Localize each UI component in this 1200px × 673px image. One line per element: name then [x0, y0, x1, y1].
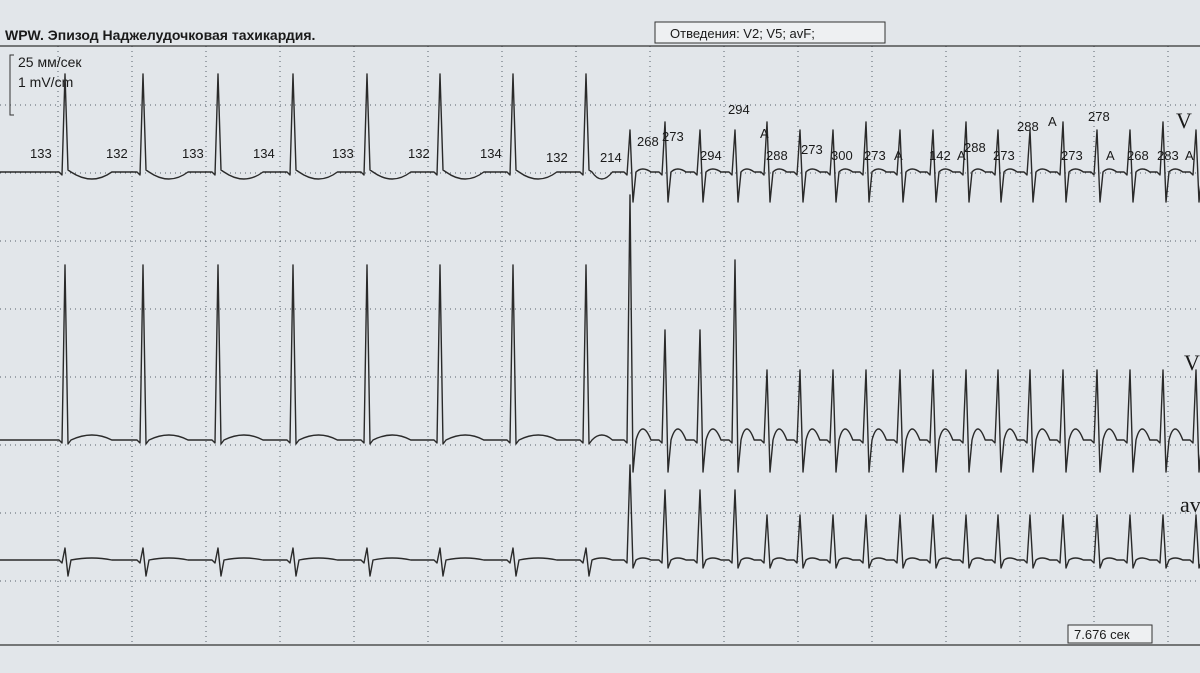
rr-label: 288 [964, 140, 986, 155]
rr-label: 273 [662, 129, 684, 144]
gain: 1 mV/cm [18, 74, 73, 90]
rr-label: 283 [1157, 148, 1179, 163]
rr-label: A [760, 126, 769, 141]
rr-label: 133 [30, 146, 52, 161]
rr-label: A [1048, 114, 1057, 129]
rr-label: 134 [480, 146, 502, 161]
rr-label: 273 [864, 148, 886, 163]
duration: 7.676 сек [1074, 627, 1130, 642]
title: WPW. Эпизод Наджелудочковая тахикардия. [5, 27, 315, 43]
rr-label: 132 [408, 146, 430, 161]
rr-label: 300 [831, 148, 853, 163]
ecg-trace [0, 73, 1200, 203]
grid [0, 46, 1200, 645]
rr-label: A [957, 148, 966, 163]
rr-label: 268 [637, 134, 659, 149]
lead-label: V [1184, 350, 1200, 375]
rr-label: 278 [1088, 109, 1110, 124]
rr-label: 273 [993, 148, 1015, 163]
rr-label: 133 [182, 146, 204, 161]
rr-label: 294 [728, 102, 750, 117]
leads: Отведения: V2; V5; avF; [670, 26, 815, 41]
leads-box [654, 21, 886, 44]
speed: 25 мм/сек [18, 54, 82, 70]
rr-label: A [1185, 148, 1194, 163]
rr-label: 268 [1127, 148, 1149, 163]
rr-label: 132 [106, 146, 128, 161]
rr-label: 294 [700, 148, 722, 163]
duration-box [1067, 624, 1153, 644]
rr-label: 133 [332, 146, 354, 161]
ecg-trace [0, 194, 1200, 473]
traces [0, 73, 1200, 577]
rr-label: 288 [766, 148, 788, 163]
rr-label: 273 [801, 142, 823, 157]
ecg-trace [0, 464, 1200, 577]
rr-label: 288 [1017, 119, 1039, 134]
rr-label: 134 [253, 146, 275, 161]
rr-label: A [894, 148, 903, 163]
rr-label: 273 [1061, 148, 1083, 163]
rr-label: 214 [600, 150, 622, 165]
lead-label: V [1176, 108, 1192, 133]
calibration-bracket [9, 54, 14, 116]
rr-label: 142 [929, 148, 951, 163]
lead-label: av [1180, 492, 1200, 517]
rr-label: 132 [546, 150, 568, 165]
rr-label: A [1106, 148, 1115, 163]
